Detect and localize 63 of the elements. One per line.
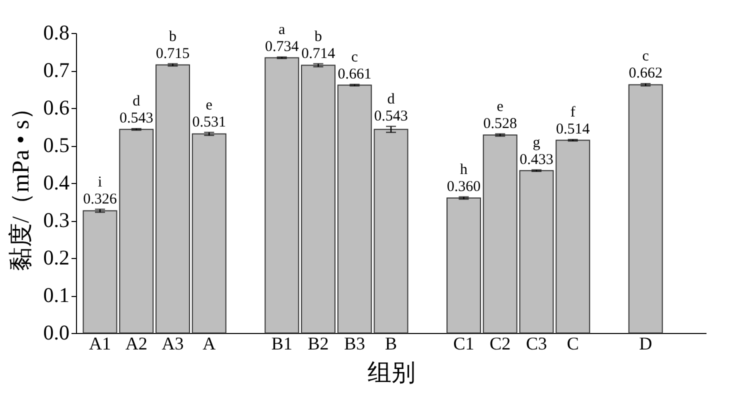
annotation: d xyxy=(387,91,396,108)
data-label: 0.326 xyxy=(83,191,118,208)
bar xyxy=(556,140,590,334)
annotation: a xyxy=(278,22,286,38)
x-tick-label: A1 xyxy=(89,334,112,354)
x-axis-title: 组别 xyxy=(368,360,416,386)
x-tick-label: A3 xyxy=(162,334,184,354)
x-tick-label: A2 xyxy=(125,334,148,354)
annotation: c xyxy=(351,49,358,66)
data-label: 0.543 xyxy=(374,108,408,124)
x-tick-label: B1 xyxy=(271,334,292,354)
y-tick-label: 0.8 xyxy=(43,20,70,44)
x-tick-label: C1 xyxy=(453,334,474,354)
data-label: 0.433 xyxy=(520,152,554,168)
data-label: 0.514 xyxy=(556,122,590,138)
data-label: 0.715 xyxy=(156,46,190,62)
data-label: 0.714 xyxy=(301,46,336,62)
bar xyxy=(264,57,300,334)
x-tick-label: C2 xyxy=(490,334,511,354)
y-axis-title: 黏度/（mPa • s） xyxy=(7,96,34,272)
annotation: e xyxy=(206,97,213,114)
bar xyxy=(156,64,190,334)
y-tick-label: 0.3 xyxy=(43,208,70,232)
bar xyxy=(337,84,372,334)
data-label: 0.543 xyxy=(120,110,154,127)
bar xyxy=(192,133,226,334)
bar xyxy=(446,198,481,334)
y-tick-label: 0.2 xyxy=(43,246,70,270)
x-tick-label: B3 xyxy=(344,334,366,354)
bar xyxy=(301,64,336,334)
y-tick-label: 0.6 xyxy=(43,96,70,120)
y-tick-label: 0.5 xyxy=(43,133,70,157)
x-tick-label: A xyxy=(202,334,216,354)
x-tick-label: D xyxy=(639,334,652,354)
annotation: h xyxy=(460,162,468,178)
data-label: 0.531 xyxy=(192,114,226,130)
x-tick-label: C3 xyxy=(526,334,548,354)
bar xyxy=(374,128,408,334)
data-label: 0.360 xyxy=(446,178,481,195)
y-tick-label: 0.4 xyxy=(43,170,70,194)
annotation: f xyxy=(570,104,576,120)
bar xyxy=(119,128,154,334)
annotation: b xyxy=(314,28,322,45)
bar xyxy=(482,134,518,334)
bar xyxy=(82,210,118,334)
x-tick-label: B2 xyxy=(308,334,329,354)
annotation: c xyxy=(642,48,650,65)
y-tick-label: 0.1 xyxy=(43,283,70,307)
x-tick-label: C xyxy=(566,334,579,354)
annotation: g xyxy=(532,134,541,151)
data-label: 0.662 xyxy=(628,66,662,82)
y-tick-label: 0.7 xyxy=(43,58,70,82)
annotation: d xyxy=(132,94,141,110)
data-label: 0.661 xyxy=(338,66,372,82)
bar xyxy=(628,84,663,334)
data-label: 0.528 xyxy=(483,116,517,132)
data-label: 0.734 xyxy=(265,39,300,55)
x-tick-label: B xyxy=(384,334,398,354)
annotation: i xyxy=(98,174,102,190)
y-tick-label: 0.0 xyxy=(43,320,70,344)
bar xyxy=(519,170,554,334)
annotation: e xyxy=(496,98,504,115)
annotation: b xyxy=(169,28,177,45)
